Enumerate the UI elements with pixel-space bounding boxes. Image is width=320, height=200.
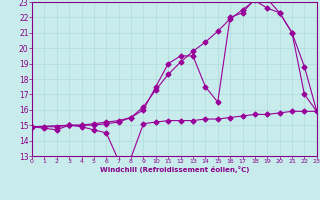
X-axis label: Windchill (Refroidissement éolien,°C): Windchill (Refroidissement éolien,°C) bbox=[100, 166, 249, 173]
